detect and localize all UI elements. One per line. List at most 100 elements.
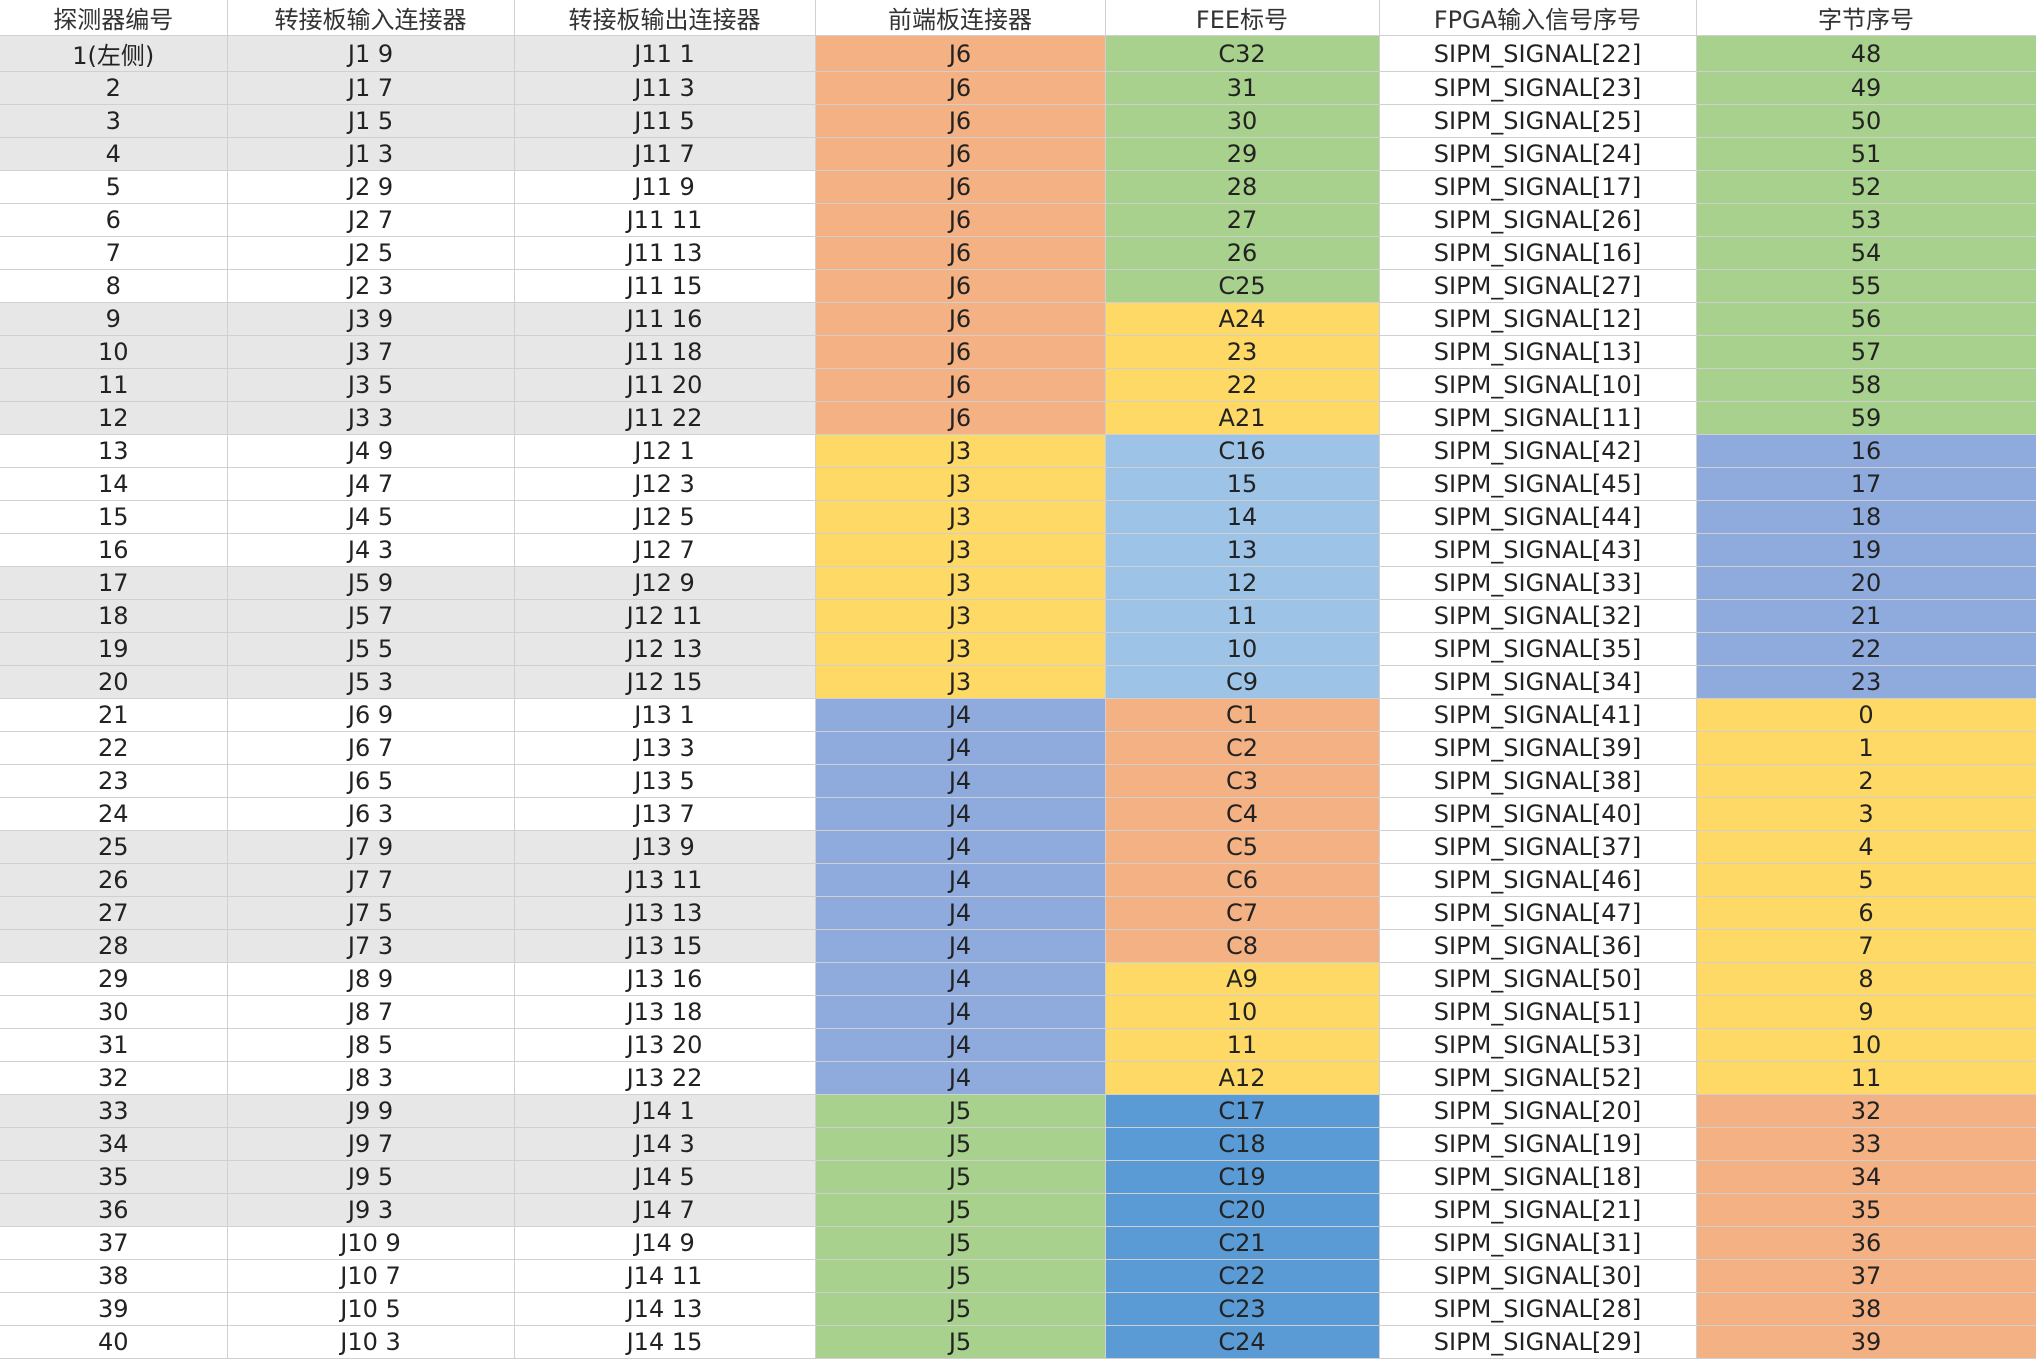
cell-fpga-signal[interactable]: SIPM_SIGNAL[30] <box>1379 1259 1697 1293</box>
cell-frontend-connector[interactable]: J6 <box>815 170 1106 204</box>
cell-adapter-input[interactable]: J4 3 <box>227 533 515 567</box>
cell-fee-label[interactable]: C22 <box>1105 1259 1380 1293</box>
cell-frontend-connector[interactable]: J6 <box>815 302 1106 336</box>
cell-detector-number[interactable]: 25 <box>0 830 228 864</box>
cell-fee-label[interactable]: C32 <box>1105 35 1380 72</box>
cell-byte-index[interactable]: 16 <box>1696 434 2036 468</box>
cell-frontend-connector[interactable]: J5 <box>815 1226 1106 1260</box>
cell-adapter-output[interactable]: J12 1 <box>514 434 816 468</box>
cell-byte-index[interactable]: 6 <box>1696 896 2036 930</box>
cell-frontend-connector[interactable]: J6 <box>815 104 1106 138</box>
cell-fpga-signal[interactable]: SIPM_SIGNAL[45] <box>1379 467 1697 501</box>
cell-fee-label[interactable]: C6 <box>1105 863 1380 897</box>
cell-adapter-input[interactable]: J5 7 <box>227 599 515 633</box>
cell-adapter-output[interactable]: J13 18 <box>514 995 816 1029</box>
cell-fpga-signal[interactable]: SIPM_SIGNAL[38] <box>1379 764 1697 798</box>
cell-fpga-signal[interactable]: SIPM_SIGNAL[20] <box>1379 1094 1697 1128</box>
cell-detector-number[interactable]: 19 <box>0 632 228 666</box>
cell-fpga-signal[interactable]: SIPM_SIGNAL[23] <box>1379 71 1697 105</box>
cell-byte-index[interactable]: 50 <box>1696 104 2036 138</box>
cell-adapter-output[interactable]: J14 3 <box>514 1127 816 1161</box>
cell-fpga-signal[interactable]: SIPM_SIGNAL[42] <box>1379 434 1697 468</box>
cell-fpga-signal[interactable]: SIPM_SIGNAL[43] <box>1379 533 1697 567</box>
cell-fpga-signal[interactable]: SIPM_SIGNAL[37] <box>1379 830 1697 864</box>
cell-adapter-input[interactable]: J3 9 <box>227 302 515 336</box>
cell-adapter-output[interactable]: J11 20 <box>514 368 816 402</box>
cell-adapter-output[interactable]: J13 13 <box>514 896 816 930</box>
cell-fee-label[interactable]: C25 <box>1105 269 1380 303</box>
cell-fpga-signal[interactable]: SIPM_SIGNAL[18] <box>1379 1160 1697 1194</box>
cell-frontend-connector[interactable]: J3 <box>815 467 1106 501</box>
cell-adapter-output[interactable]: J12 11 <box>514 599 816 633</box>
cell-frontend-connector[interactable]: J6 <box>815 368 1106 402</box>
cell-byte-index[interactable]: 57 <box>1696 335 2036 369</box>
cell-adapter-input[interactable]: J5 3 <box>227 665 515 699</box>
cell-frontend-connector[interactable]: J4 <box>815 896 1106 930</box>
cell-frontend-connector[interactable]: J3 <box>815 434 1106 468</box>
cell-detector-number[interactable]: 16 <box>0 533 228 567</box>
cell-frontend-connector[interactable]: J4 <box>815 797 1106 831</box>
cell-detector-number[interactable]: 2 <box>0 71 228 105</box>
cell-fee-label[interactable]: 14 <box>1105 500 1380 534</box>
cell-fee-label[interactable]: C7 <box>1105 896 1380 930</box>
cell-byte-index[interactable]: 59 <box>1696 401 2036 435</box>
cell-frontend-connector[interactable]: J3 <box>815 632 1106 666</box>
cell-byte-index[interactable]: 5 <box>1696 863 2036 897</box>
header-fee-label[interactable]: FEE标号 <box>1105 0 1380 36</box>
cell-detector-number[interactable]: 11 <box>0 368 228 402</box>
cell-adapter-input[interactable]: J9 3 <box>227 1193 515 1227</box>
cell-byte-index[interactable]: 0 <box>1696 698 2036 732</box>
cell-adapter-input[interactable]: J1 3 <box>227 137 515 171</box>
cell-fpga-signal[interactable]: SIPM_SIGNAL[25] <box>1379 104 1697 138</box>
cell-byte-index[interactable]: 55 <box>1696 269 2036 303</box>
cell-fee-label[interactable]: A9 <box>1105 962 1380 996</box>
cell-detector-number[interactable]: 18 <box>0 599 228 633</box>
cell-frontend-connector[interactable]: J5 <box>815 1094 1106 1128</box>
cell-fee-label[interactable]: C20 <box>1105 1193 1380 1227</box>
cell-byte-index[interactable]: 23 <box>1696 665 2036 699</box>
cell-byte-index[interactable]: 33 <box>1696 1127 2036 1161</box>
cell-adapter-input[interactable]: J8 9 <box>227 962 515 996</box>
cell-adapter-input[interactable]: J3 5 <box>227 368 515 402</box>
cell-frontend-connector[interactable]: J6 <box>815 236 1106 270</box>
cell-frontend-connector[interactable]: J4 <box>815 962 1106 996</box>
cell-fpga-signal[interactable]: SIPM_SIGNAL[35] <box>1379 632 1697 666</box>
cell-byte-index[interactable]: 32 <box>1696 1094 2036 1128</box>
cell-detector-number[interactable]: 28 <box>0 929 228 963</box>
header-byte-index[interactable]: 字节序号 <box>1696 0 2036 36</box>
cell-frontend-connector[interactable]: J6 <box>815 71 1106 105</box>
cell-byte-index[interactable]: 52 <box>1696 170 2036 204</box>
cell-adapter-output[interactable]: J13 20 <box>514 1028 816 1062</box>
cell-detector-number[interactable]: 38 <box>0 1259 228 1293</box>
cell-fee-label[interactable]: 27 <box>1105 203 1380 237</box>
cell-detector-number[interactable]: 5 <box>0 170 228 204</box>
cell-frontend-connector[interactable]: J5 <box>815 1127 1106 1161</box>
cell-detector-number[interactable]: 9 <box>0 302 228 336</box>
cell-fpga-signal[interactable]: SIPM_SIGNAL[52] <box>1379 1061 1697 1095</box>
cell-fpga-signal[interactable]: SIPM_SIGNAL[46] <box>1379 863 1697 897</box>
cell-detector-number[interactable]: 34 <box>0 1127 228 1161</box>
cell-detector-number[interactable]: 6 <box>0 203 228 237</box>
cell-adapter-output[interactable]: J11 7 <box>514 137 816 171</box>
cell-adapter-input[interactable]: J2 5 <box>227 236 515 270</box>
header-fpga-signal-index[interactable]: FPGA输入信号序号 <box>1379 0 1697 36</box>
cell-byte-index[interactable]: 10 <box>1696 1028 2036 1062</box>
cell-adapter-output[interactable]: J12 13 <box>514 632 816 666</box>
cell-fpga-signal[interactable]: SIPM_SIGNAL[50] <box>1379 962 1697 996</box>
cell-fee-label[interactable]: A24 <box>1105 302 1380 336</box>
cell-detector-number[interactable]: 24 <box>0 797 228 831</box>
cell-fee-label[interactable]: C16 <box>1105 434 1380 468</box>
cell-fee-label[interactable]: C1 <box>1105 698 1380 732</box>
cell-adapter-output[interactable]: J12 5 <box>514 500 816 534</box>
cell-adapter-output[interactable]: J11 13 <box>514 236 816 270</box>
cell-adapter-output[interactable]: J11 16 <box>514 302 816 336</box>
cell-byte-index[interactable]: 37 <box>1696 1259 2036 1293</box>
cell-adapter-input[interactable]: J7 7 <box>227 863 515 897</box>
cell-adapter-output[interactable]: J13 1 <box>514 698 816 732</box>
cell-adapter-output[interactable]: J12 7 <box>514 533 816 567</box>
cell-frontend-connector[interactable]: J6 <box>815 335 1106 369</box>
cell-frontend-connector[interactable]: J6 <box>815 35 1106 72</box>
cell-detector-number[interactable]: 30 <box>0 995 228 1029</box>
cell-byte-index[interactable]: 8 <box>1696 962 2036 996</box>
cell-frontend-connector[interactable]: J6 <box>815 401 1106 435</box>
